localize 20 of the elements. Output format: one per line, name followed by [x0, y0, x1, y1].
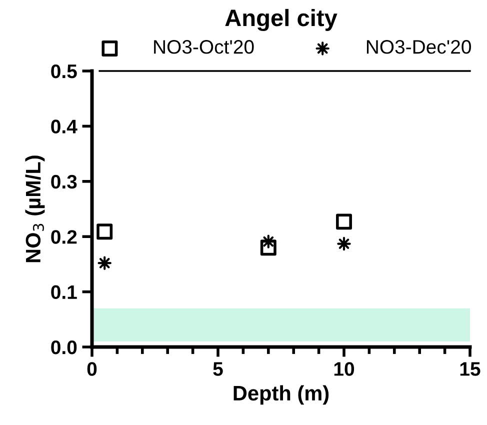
- y-tick-label: 0.1: [51, 285, 77, 300]
- y-tick-label: 0.5: [51, 64, 77, 78]
- point: [260, 240, 276, 256]
- x-axis-title: Depth (m): [234, 385, 329, 405]
- y-tick-label: 0.0: [51, 340, 77, 354]
- x-tick-label: 10: [334, 362, 354, 376]
- y-tick-label: 0.2: [51, 230, 77, 244]
- legend-label: NO3-Dec'20: [366, 40, 471, 54]
- point: [96, 224, 113, 240]
- point: [262, 234, 276, 248]
- x-tick-label: 15: [460, 362, 480, 376]
- legend-label: NO3-Oct'20: [154, 40, 254, 54]
- y-axis-title: NO$_{3}$ (µM/L): [25, 156, 45, 262]
- chart-title: Angel city: [225, 8, 338, 32]
- y-tick-label: 0.3: [51, 174, 77, 189]
- point: [337, 236, 351, 251]
- point: [336, 214, 352, 230]
- x-tick-label: 5: [213, 362, 223, 376]
- x-tick-label: 0: [87, 362, 97, 376]
- y-tick-label: 0.4: [51, 120, 78, 134]
